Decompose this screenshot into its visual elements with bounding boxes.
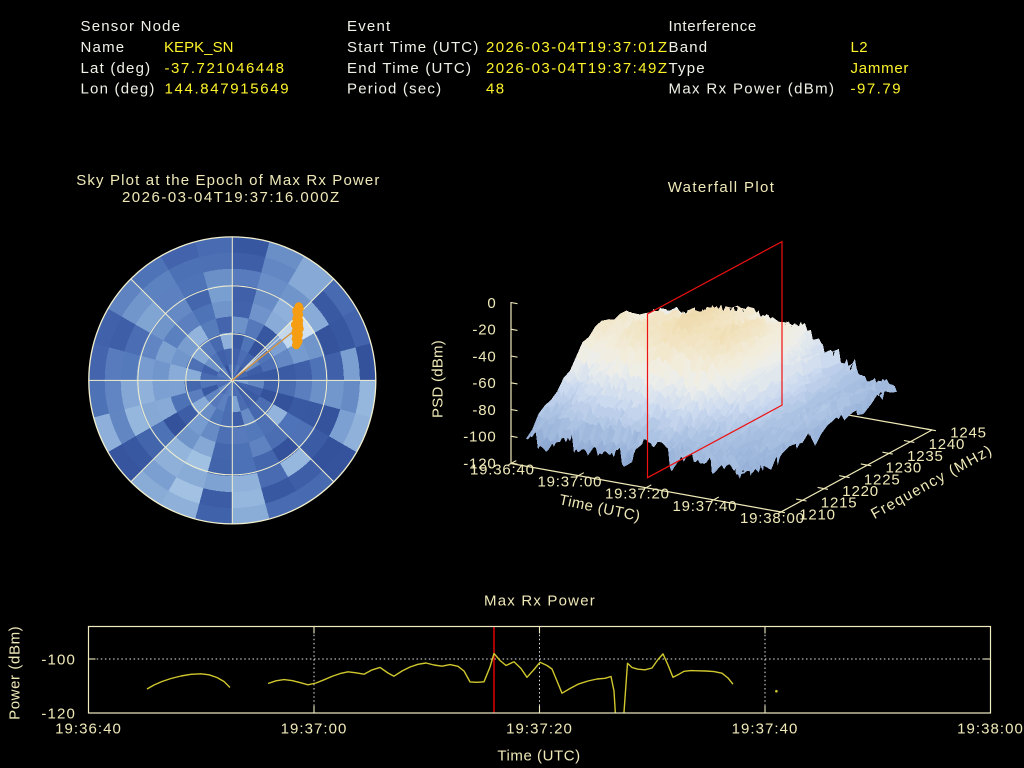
svg-text:1230: 1230 xyxy=(886,460,923,477)
svg-text:Interference: Interference xyxy=(669,18,757,35)
svg-text:1210: 1210 xyxy=(799,506,836,523)
svg-text:-120: -120 xyxy=(41,705,76,722)
svg-text:-97.79: -97.79 xyxy=(851,81,903,98)
svg-text:19:37:20: 19:37:20 xyxy=(605,486,670,503)
svg-text:Max Rx Power: Max Rx Power xyxy=(484,592,596,609)
svg-text:0: 0 xyxy=(487,295,496,312)
svg-text:Type: Type xyxy=(669,60,706,77)
svg-text:Time (UTC): Time (UTC) xyxy=(497,748,580,765)
svg-text:-120: -120 xyxy=(463,455,496,472)
svg-text:Waterfall Plot: Waterfall Plot xyxy=(668,179,776,196)
svg-text:2026-03-04T19:37:16.000Z: 2026-03-04T19:37:16.000Z xyxy=(122,189,341,206)
svg-text:PSD (dBm): PSD (dBm) xyxy=(429,340,446,418)
svg-text:Jammer: Jammer xyxy=(851,60,910,77)
svg-text:Name: Name xyxy=(81,39,126,56)
svg-text:19:36:40: 19:36:40 xyxy=(470,461,535,478)
svg-text:Lat (deg): Lat (deg) xyxy=(81,60,152,77)
svg-text:Sky Plot at the Epoch of Max R: Sky Plot at the Epoch of Max Rx Power xyxy=(76,172,380,189)
svg-text:-80: -80 xyxy=(472,402,496,419)
svg-text:1220: 1220 xyxy=(842,483,879,500)
svg-text:144.847915649: 144.847915649 xyxy=(165,81,291,98)
svg-text:19:37:20: 19:37:20 xyxy=(506,721,573,738)
svg-text:-37.721046448: -37.721046448 xyxy=(165,60,286,77)
svg-text:-100: -100 xyxy=(463,429,496,446)
svg-text:End Time (UTC): End Time (UTC) xyxy=(347,60,472,77)
svg-text:48: 48 xyxy=(486,81,506,98)
svg-text:2026-03-04T19:37:01Z: 2026-03-04T19:37:01Z xyxy=(486,39,668,56)
svg-text:-60: -60 xyxy=(472,375,496,392)
svg-text:1235: 1235 xyxy=(907,448,944,465)
svg-text:KEPK_SN: KEPK_SN xyxy=(164,39,234,56)
svg-text:Max Rx Power (dBm): Max Rx Power (dBm) xyxy=(669,81,836,98)
svg-text:19:38:00: 19:38:00 xyxy=(957,721,1024,738)
svg-text:1240: 1240 xyxy=(929,436,966,453)
svg-text:Sensor Node: Sensor Node xyxy=(81,18,182,35)
svg-text:1225: 1225 xyxy=(864,471,901,488)
svg-text:-100: -100 xyxy=(41,651,76,668)
svg-text:19:36:40: 19:36:40 xyxy=(55,721,122,738)
svg-text:Band: Band xyxy=(669,39,709,56)
svg-text:Start Time (UTC): Start Time (UTC) xyxy=(347,39,480,56)
svg-text:Power (dBm): Power (dBm) xyxy=(6,626,23,720)
svg-text:Event: Event xyxy=(347,18,391,35)
svg-text:2026-03-04T19:37:49Z: 2026-03-04T19:37:49Z xyxy=(486,60,668,77)
svg-text:19:37:00: 19:37:00 xyxy=(538,474,603,491)
svg-text:Lon (deg): Lon (deg) xyxy=(81,81,156,98)
svg-text:1215: 1215 xyxy=(821,495,858,512)
svg-text:Period (sec): Period (sec) xyxy=(347,81,442,98)
svg-text:1245: 1245 xyxy=(950,424,987,441)
svg-text:19:38:00: 19:38:00 xyxy=(740,510,805,527)
svg-text:19:37:40: 19:37:40 xyxy=(732,721,799,738)
svg-text:-20: -20 xyxy=(472,322,496,339)
svg-text:19:37:40: 19:37:40 xyxy=(673,498,738,515)
svg-text:L2: L2 xyxy=(851,39,869,56)
svg-text:-40: -40 xyxy=(472,348,496,365)
svg-text:19:37:00: 19:37:00 xyxy=(281,721,348,738)
